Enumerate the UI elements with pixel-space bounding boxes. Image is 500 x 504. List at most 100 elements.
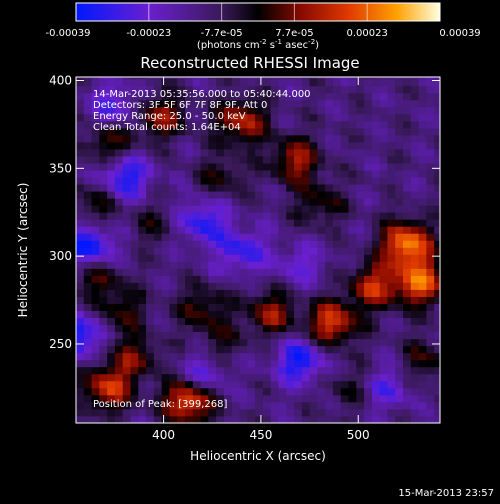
heatmap-cell	[426, 394, 435, 403]
heatmap-cell	[301, 212, 310, 220]
heatmap-cell	[364, 113, 373, 122]
heatmap-cell	[239, 99, 248, 108]
heatmap-cell	[340, 289, 349, 297]
heatmap-cell	[130, 415, 139, 423]
heatmap-cell	[309, 92, 318, 101]
heatmap-cell	[177, 268, 186, 276]
heatmap-cell	[255, 394, 264, 403]
heatmap-cell	[177, 359, 186, 368]
heatmap-cell	[317, 92, 326, 101]
heatmap-cell	[418, 254, 427, 262]
heatmap-cell	[83, 310, 92, 319]
heatmap-cell	[114, 345, 124, 354]
heatmap-cell	[410, 120, 419, 129]
heatmap-cell	[83, 247, 92, 255]
heatmap-cell	[83, 170, 92, 178]
heatmap-cell	[426, 345, 435, 354]
heatmap-cell	[169, 149, 178, 157]
heatmap-cell	[130, 380, 139, 389]
heatmap-cell	[200, 156, 209, 164]
heatmap-cell	[153, 106, 163, 115]
heatmap-cell	[83, 127, 92, 136]
heatmap-cell	[262, 268, 272, 276]
heatmap-cell	[340, 127, 349, 136]
heatmap-cell	[426, 106, 435, 115]
heatmap-cell	[208, 226, 217, 234]
heatmap-cell	[247, 394, 256, 403]
heatmap-cell	[107, 156, 116, 164]
heatmap-cell	[185, 247, 194, 255]
heatmap-cell	[270, 345, 279, 354]
heatmap-cell	[434, 352, 440, 361]
heatmap-cell	[138, 85, 147, 94]
heatmap-cell	[169, 289, 178, 297]
heatmap-cell	[395, 324, 404, 333]
heatmap-cell	[122, 275, 131, 283]
heatmap-cell	[340, 163, 349, 171]
heatmap-cell	[426, 261, 435, 269]
heatmap-cell	[371, 134, 381, 143]
heatmap-cell	[294, 317, 303, 326]
heatmap-cell	[169, 415, 178, 423]
heatmap-cell	[177, 415, 186, 423]
x-tick-label: 500	[347, 428, 370, 442]
heatmap-cell	[286, 156, 295, 164]
heatmap-cell	[107, 331, 116, 340]
heatmap-cell	[239, 92, 248, 101]
heatmap-cell	[434, 77, 440, 80]
heatmap-cell	[247, 163, 256, 171]
heatmap-cell	[122, 282, 131, 290]
heatmap-cell	[426, 92, 435, 101]
heatmap-cell	[278, 92, 287, 101]
heatmap-cell	[99, 324, 108, 333]
heatmap-cell	[418, 127, 427, 136]
heatmap-cell	[114, 77, 124, 80]
heatmap-cell	[356, 212, 365, 220]
heatmap-cell	[91, 359, 100, 368]
heatmap-cell	[309, 268, 318, 276]
heatmap-cell	[317, 394, 326, 403]
heatmap-cell	[247, 310, 256, 319]
heatmap-cell	[153, 134, 163, 143]
heatmap-cell	[395, 156, 404, 164]
heatmap-cell	[301, 303, 310, 311]
heatmap-cell	[169, 373, 178, 382]
heatmap-cell	[371, 191, 381, 199]
heatmap-cell	[434, 282, 440, 290]
heatmap-cell	[153, 373, 163, 382]
heatmap-cell	[83, 366, 92, 375]
heatmap-cell	[286, 338, 295, 347]
heatmap-cell	[239, 366, 248, 375]
heatmap-cell	[247, 387, 256, 396]
heatmap-cell	[410, 268, 419, 276]
heatmap-cell	[301, 282, 310, 290]
heatmap-cell	[418, 120, 427, 129]
heatmap-cell	[395, 113, 404, 122]
heatmap-cell	[122, 184, 131, 192]
heatmap-cell	[114, 373, 124, 382]
heatmap-cell	[294, 233, 303, 241]
heatmap-cell	[91, 345, 100, 354]
heatmap-cell	[153, 177, 163, 185]
heatmap-cell	[301, 219, 310, 227]
heatmap-cell	[216, 99, 225, 108]
heatmap-cell	[130, 240, 139, 248]
heatmap-cell	[286, 261, 295, 269]
heatmap-cell	[216, 156, 225, 164]
heatmap-cell	[83, 92, 92, 101]
heatmap-cell	[231, 92, 240, 101]
heatmap-cell	[200, 240, 209, 248]
heatmap-cell	[216, 394, 225, 403]
heatmap-cell	[332, 191, 342, 199]
heatmap-cell	[286, 127, 295, 136]
x-tick-label: 450	[249, 428, 272, 442]
heatmap-cell	[387, 317, 396, 326]
heatmap-cell	[247, 345, 256, 354]
heatmap-cell	[223, 352, 233, 361]
heatmap-cell	[99, 226, 108, 234]
heatmap-cell	[426, 219, 435, 227]
heatmap-cell	[247, 149, 256, 157]
heatmap-cell	[317, 156, 326, 164]
heatmap-cell	[216, 240, 225, 248]
heatmap-cell	[410, 296, 419, 304]
